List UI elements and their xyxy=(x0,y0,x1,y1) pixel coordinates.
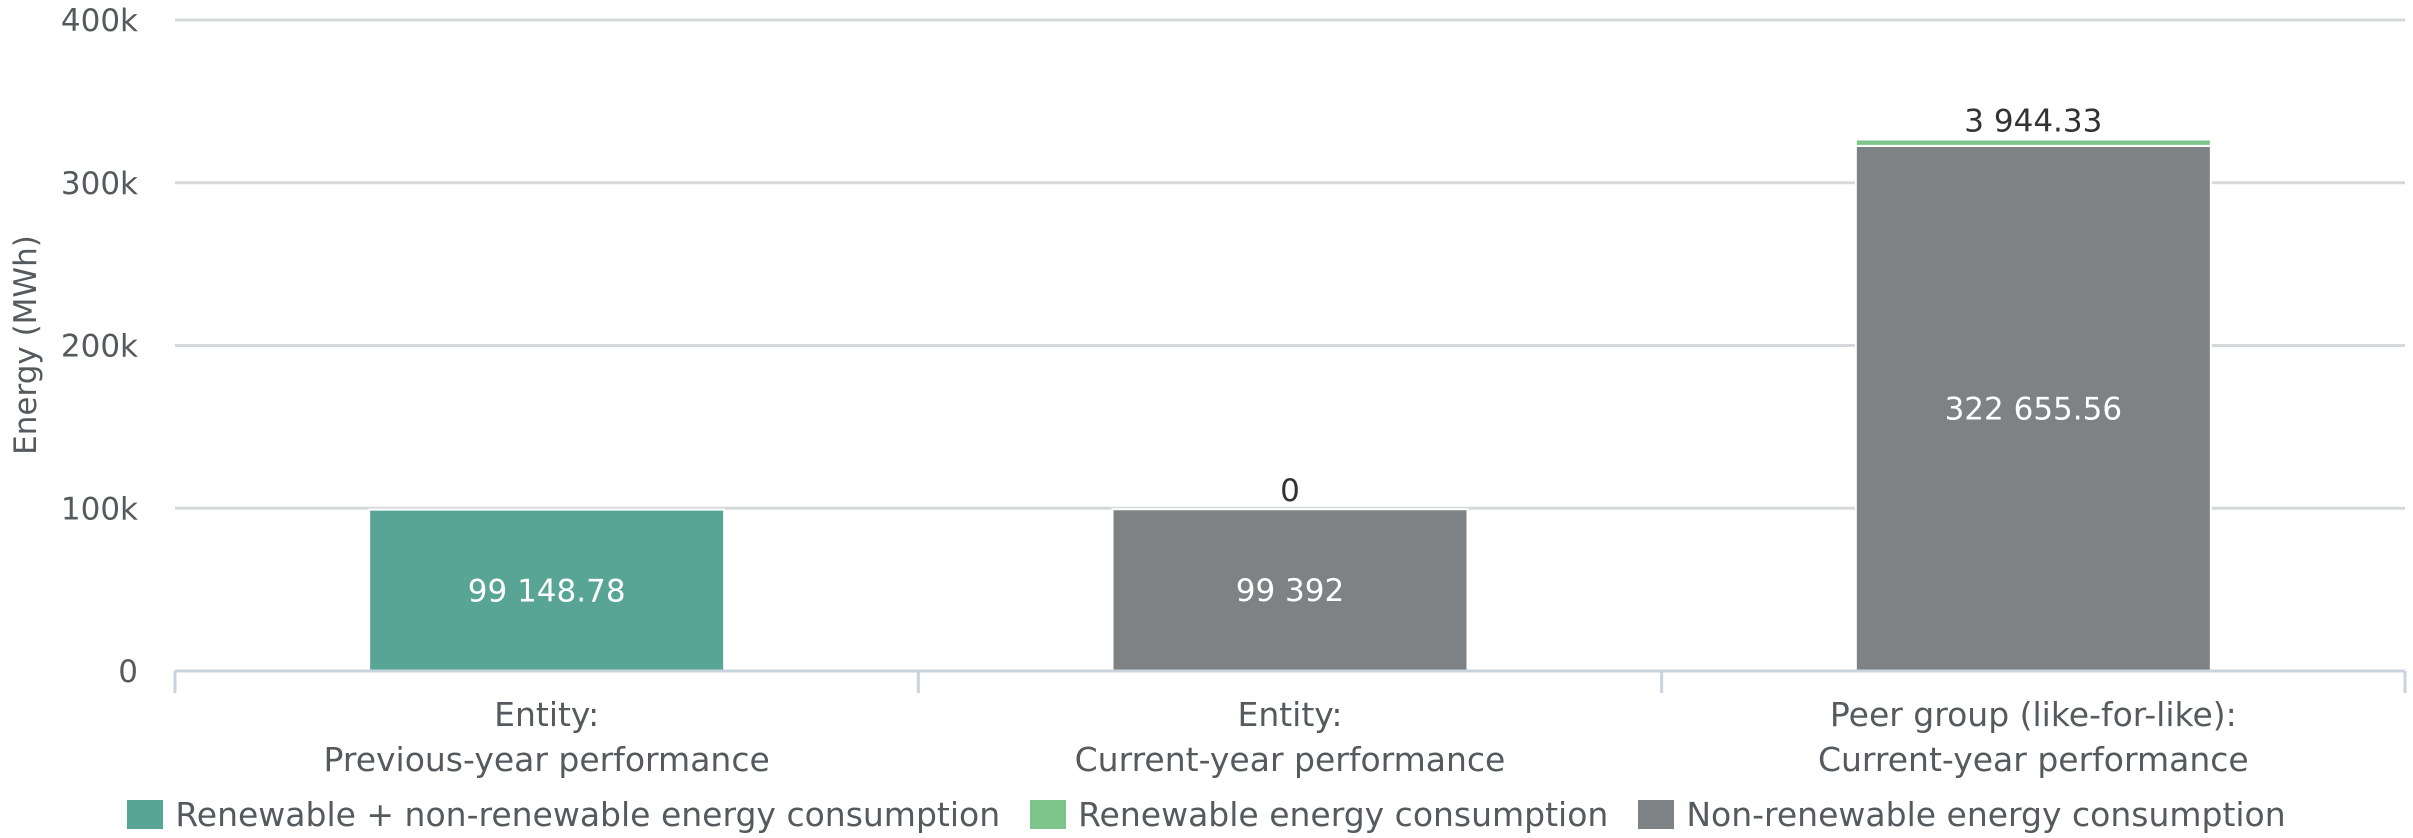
x-axis xyxy=(173,669,2407,693)
legend: Renewable + non-renewable energy consump… xyxy=(0,790,2413,838)
bar xyxy=(1854,138,2212,147)
legend-label: Renewable + non-renewable energy consump… xyxy=(175,794,1001,834)
legend-swatch xyxy=(1030,799,1067,829)
data-label: 3 944.33 xyxy=(1964,103,2102,139)
x-category-label: Entity: xyxy=(1237,695,1342,734)
x-axis-categories: Entity: Previous-year performance Entity: C… xyxy=(324,695,2249,779)
y-tick-label: 200k xyxy=(61,329,138,365)
data-label: 99 148.78 xyxy=(468,573,626,609)
x-category-label: Peer group (like-for-like): xyxy=(1830,695,2237,734)
legend-label: Non-renewable energy consumption xyxy=(1686,794,2286,834)
x-category-label: Previous-year performance xyxy=(324,740,770,779)
y-tick-label: 400k xyxy=(61,3,138,39)
y-tick-label: 0 xyxy=(118,654,138,690)
legend-swatch xyxy=(1638,799,1675,829)
bar xyxy=(368,508,726,672)
y-tick-label: 300k xyxy=(61,166,138,202)
energy-bar-chart: 0 100k 200k 300k 400k Energy (MWh) Entity: Pr… xyxy=(8,3,2407,779)
legend-item[interactable]: Non-renewable energy consumption xyxy=(1638,794,2286,834)
data-label: 99 392 xyxy=(1236,573,1344,609)
y-axis-label: Energy (MWh) xyxy=(8,235,44,455)
y-tick-label: 100k xyxy=(61,491,138,527)
data-label: 322 655.56 xyxy=(1945,391,2123,427)
y-axis-ticks: 0 100k 200k 300k 400k xyxy=(61,3,138,690)
legend-label: Renewable energy consumption xyxy=(1078,794,1609,834)
legend-swatch xyxy=(127,799,164,829)
legend-item[interactable]: Renewable energy consumption xyxy=(1030,795,1608,834)
legend-item[interactable]: Renewable + non-renewable energy consump… xyxy=(127,795,1000,834)
x-category-label: Current-year performance xyxy=(1075,740,1506,779)
bar xyxy=(1854,144,2212,673)
data-labels: 99 148.78 99 392 322 655.56 0 3 944.33 xyxy=(468,103,2122,609)
x-category-label: Current-year performance xyxy=(1818,740,2249,779)
data-label: 0 xyxy=(1280,473,1300,509)
x-category-label: Entity: xyxy=(494,695,599,734)
